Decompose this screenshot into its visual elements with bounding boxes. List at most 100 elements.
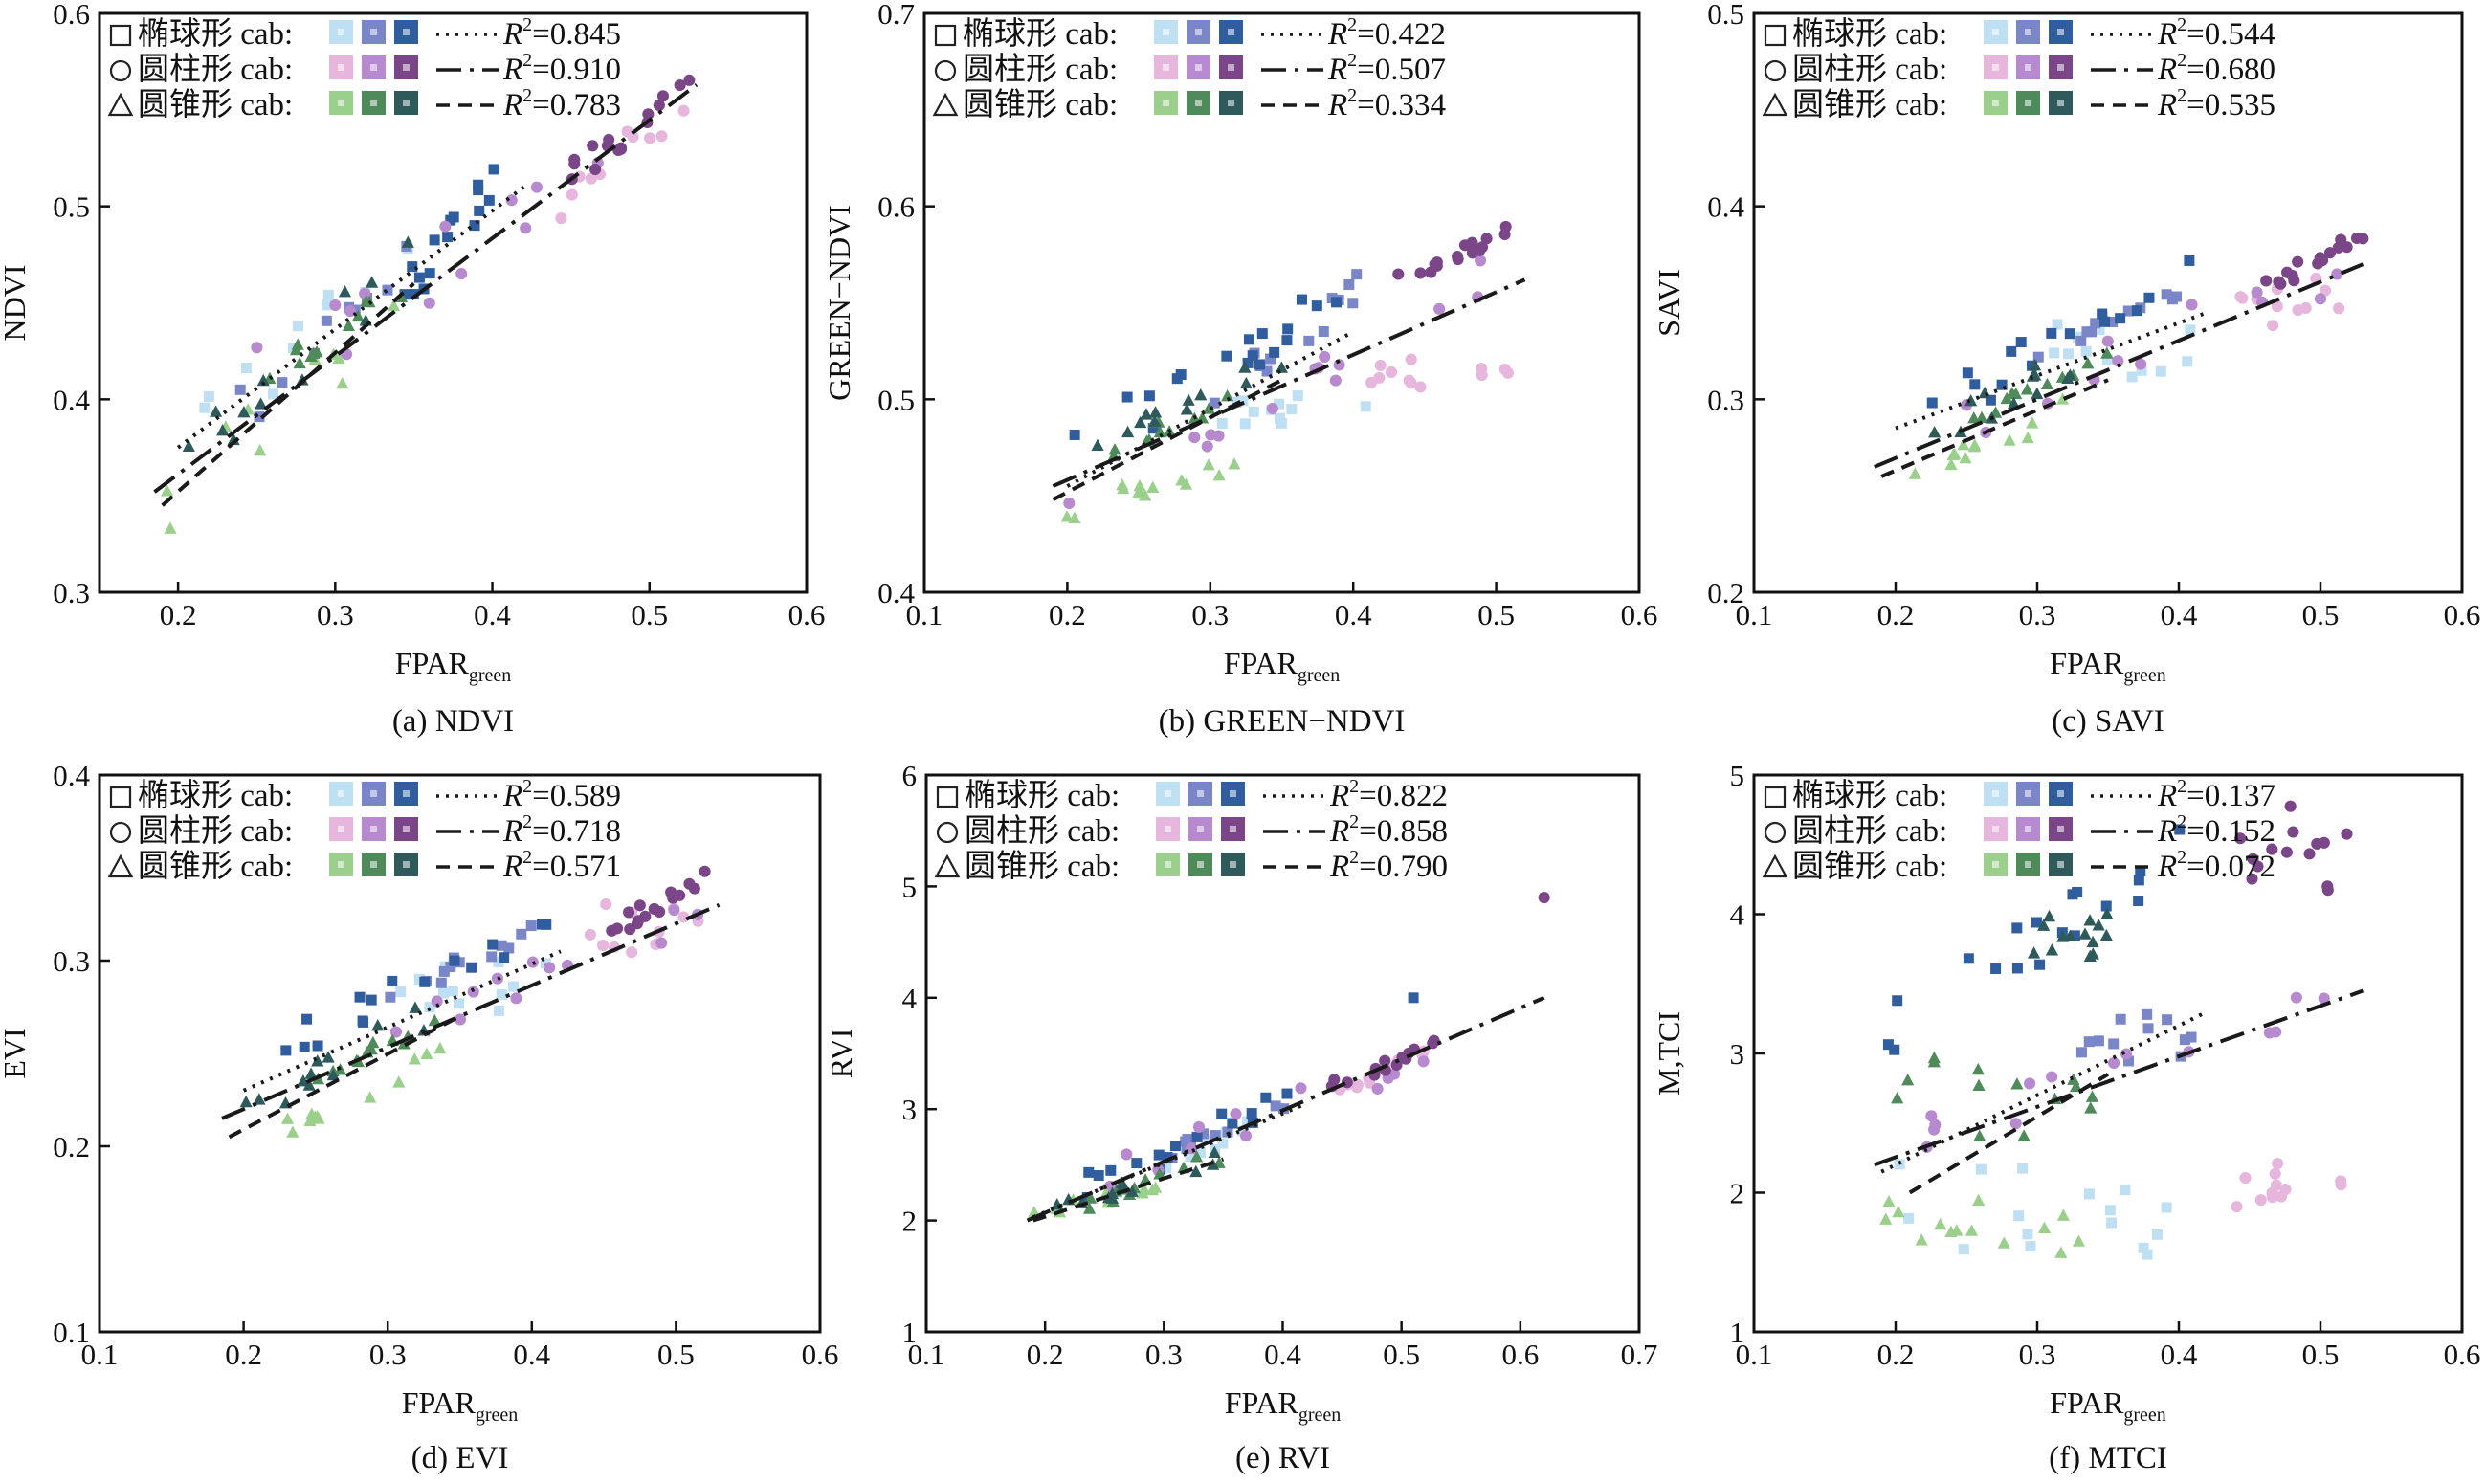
panel-caption: (e) RVI — [1235, 1441, 1330, 1475]
data-point — [486, 951, 498, 963]
data-point — [1295, 1082, 1307, 1095]
data-point — [397, 1037, 411, 1050]
swatch-glint — [403, 790, 410, 797]
data-point — [1210, 1130, 1221, 1141]
legend-label: 圆柱形 cab: — [965, 813, 1120, 849]
data-point — [455, 268, 468, 280]
data-point — [1351, 269, 1363, 280]
data-point — [1247, 350, 1258, 362]
legend-r2: R2=0.535 — [2157, 85, 2275, 122]
data-point — [1270, 1100, 1281, 1112]
data-point — [1405, 353, 1417, 365]
data-point — [2142, 1249, 2153, 1260]
x-tick-label: 0.2 — [160, 598, 197, 631]
legend-marker — [1764, 59, 1787, 82]
legend-r2: R2=0.845 — [502, 14, 621, 52]
data-point — [2081, 357, 2095, 369]
data-point — [2101, 335, 2114, 347]
swatch-glint — [1197, 861, 1204, 868]
data-point — [413, 272, 425, 283]
data-point — [621, 125, 633, 138]
data-point — [2131, 305, 2142, 317]
data-point — [1265, 353, 1276, 365]
data-point — [239, 1095, 253, 1108]
data-point — [1239, 1129, 1253, 1142]
swatch-glint — [2025, 826, 2031, 832]
data-point — [2054, 1246, 2068, 1258]
data-point — [203, 391, 214, 403]
data-point — [286, 1125, 300, 1138]
data-point — [1926, 397, 1938, 409]
swatch-glint — [1992, 100, 1999, 106]
data-point — [683, 877, 696, 890]
data-point — [1246, 1108, 1257, 1119]
data-point — [2143, 292, 2155, 303]
swatch-glint — [1992, 64, 1999, 71]
data-point — [2123, 1055, 2135, 1067]
data-point — [1891, 1091, 1904, 1104]
panel-caption: (a) NDVI — [392, 704, 514, 739]
data-point — [1153, 1149, 1165, 1161]
swatch-glint — [2057, 100, 2064, 106]
data-point — [439, 220, 452, 233]
data-point — [1188, 432, 1201, 444]
legend-label: 椭球形 cab: — [963, 16, 1118, 52]
data-point — [2084, 1101, 2098, 1114]
data-point — [280, 1045, 292, 1056]
data-point — [366, 1035, 380, 1049]
data-point — [1950, 1224, 1964, 1236]
swatch-glint — [403, 826, 410, 832]
data-point — [1879, 1212, 1893, 1225]
data-point — [437, 987, 449, 999]
data-point — [408, 1052, 421, 1065]
data-point — [1433, 302, 1446, 315]
swatch-glint — [2025, 64, 2031, 71]
plot-frame — [98, 773, 822, 1334]
y-tick-label: 0.2 — [1707, 576, 1744, 609]
data-point — [2009, 1118, 2022, 1130]
data-point — [1153, 425, 1166, 438]
data-point — [2138, 1242, 2149, 1253]
data-point — [409, 1001, 422, 1013]
data-point — [2284, 800, 2297, 812]
data-point — [1329, 374, 1342, 387]
x-tick-label: 0.3 — [2019, 1338, 2056, 1371]
data-point — [2083, 949, 2097, 963]
data-point — [499, 952, 510, 963]
data-point — [2093, 1035, 2104, 1047]
data-point — [2323, 247, 2337, 259]
data-point — [1501, 366, 1514, 379]
data-point — [1162, 1152, 1173, 1163]
data-point — [302, 1078, 316, 1091]
data-point — [449, 955, 460, 966]
data-point — [445, 962, 456, 973]
data-point — [2155, 365, 2166, 377]
data-point — [2031, 387, 2044, 400]
legend-marker — [109, 821, 132, 844]
data-point — [1946, 448, 1960, 460]
y-tick-label: 0.4 — [53, 759, 90, 792]
data-point — [1134, 486, 1147, 499]
data-point — [182, 439, 195, 452]
data-point — [2028, 359, 2042, 371]
data-point — [1972, 1193, 1986, 1207]
data-point — [1975, 1163, 1987, 1175]
legend-marker — [936, 786, 959, 808]
data-point — [1347, 298, 1359, 309]
data-point — [544, 962, 556, 974]
swatch-glint — [1163, 64, 1169, 71]
data-point — [2112, 355, 2124, 367]
data-point — [1194, 1147, 1206, 1159]
legend-label: 圆锥形 cab: — [138, 87, 293, 122]
y-axis-label: GREEN−NDVI — [822, 205, 856, 401]
data-point — [2107, 1056, 2120, 1069]
data-point — [1408, 992, 1419, 1004]
data-point — [326, 1068, 340, 1081]
data-point — [1091, 438, 1104, 452]
swatch-glint — [370, 100, 377, 106]
legend-r2: R2=0.589 — [502, 776, 621, 813]
data-point — [1153, 1167, 1166, 1180]
data-point — [2034, 959, 2046, 970]
data-point — [1221, 389, 1234, 402]
data-point — [654, 905, 666, 919]
